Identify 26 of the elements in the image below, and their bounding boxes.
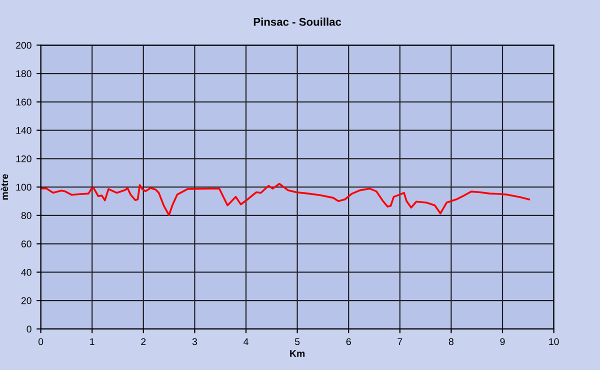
x-tick-label: 1	[90, 338, 94, 346]
x-tick-label: 6	[346, 338, 351, 346]
y-tick-label: 0	[26, 326, 32, 333]
x-tick-label: 7	[398, 338, 402, 346]
line-series	[40, 182, 530, 216]
x-tick-label: 9	[500, 338, 505, 346]
y-tick-label: 200	[16, 42, 32, 49]
y-tick-label: 180	[16, 70, 32, 78]
chart-title: Pinsac - Souillac	[254, 18, 342, 26]
x-tick-label: 5	[294, 338, 300, 346]
y-tick-label: 20	[21, 297, 32, 304]
y-tick-label: 160	[16, 98, 32, 106]
y-tick-label: 40	[21, 268, 32, 276]
y-tick-label: 120	[16, 155, 32, 162]
y-tick-label: 80	[21, 212, 32, 220]
y-tick-label: 100	[16, 184, 32, 191]
y-tick-label: 140	[16, 127, 32, 134]
y-axis-title: mètre	[0, 174, 8, 200]
y-tick-label: 60	[21, 240, 32, 248]
x-axis-title: Km	[290, 350, 305, 357]
x-tick-label: 2	[141, 338, 146, 346]
x-tick-label: 4	[244, 338, 248, 346]
x-tick-label: 8	[448, 338, 454, 346]
x-tick-label: 3	[192, 338, 197, 346]
x-tick-label: 0	[38, 338, 44, 346]
x-tick-label: 10	[549, 338, 559, 346]
